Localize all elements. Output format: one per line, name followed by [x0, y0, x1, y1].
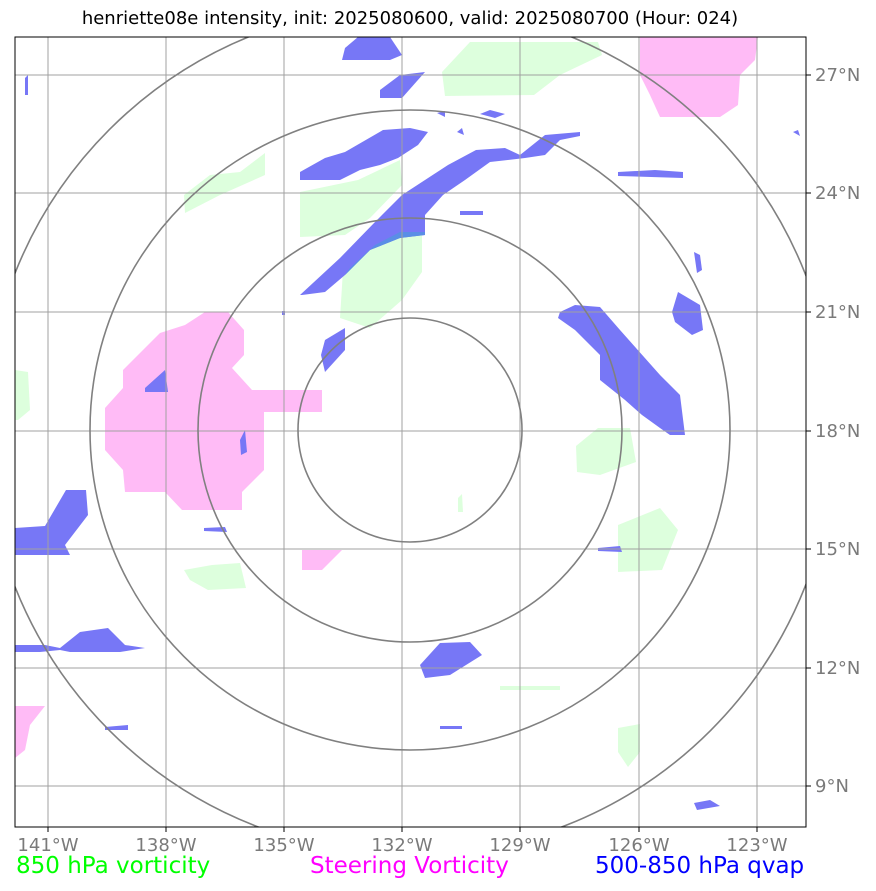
lat-tick-label: 27°N [815, 65, 860, 86]
lon-tick-label: 123°W [726, 835, 787, 856]
lon-tick-label: 132°W [371, 835, 432, 856]
map-plot-area [15, 37, 806, 827]
qvap-patch [672, 292, 703, 335]
qvap-layer [15, 37, 800, 810]
qvap-patch [618, 170, 683, 178]
qvap-patch [558, 305, 685, 435]
qvap-patch [321, 328, 345, 372]
qvap-patch [300, 128, 428, 180]
vort850-patch [458, 494, 463, 512]
graticule [15, 37, 806, 827]
lat-tick-label: 21°N [815, 302, 860, 323]
plot-frame [14, 36, 807, 828]
qvap-vorticity-overlap [345, 232, 425, 275]
qvap-patch [300, 132, 580, 295]
qvap-patch [694, 252, 702, 273]
tick-marks [47, 74, 811, 832]
qvap-patch [440, 726, 462, 729]
steering-patch [640, 37, 758, 117]
steering-vorticity-layer [15, 37, 758, 758]
map-title: henriette08e intensity, init: 2025080600… [81, 8, 739, 29]
qvap-patch [437, 111, 445, 117]
lon-tick-label: 141°W [17, 835, 78, 856]
vort850-patch [184, 563, 246, 590]
lat-tick-label: 15°N [815, 539, 860, 560]
qvap-patch [480, 110, 505, 118]
lon-tick-label: 138°W [135, 835, 196, 856]
lon-tick-label: 129°W [489, 835, 550, 856]
lat-tick-label: 9°N [815, 776, 849, 797]
vort850-patch [184, 153, 265, 213]
vort850-patch [576, 428, 636, 475]
lon-tick-label: 126°W [608, 835, 669, 856]
range-ring [197, 217, 623, 643]
range-ring [89, 109, 731, 751]
legend-qvap: 500-850 hPa qvap [595, 853, 805, 879]
qvap-patch [793, 130, 800, 136]
lat-tick-label: 18°N [815, 421, 860, 442]
range-rings [15, 37, 806, 827]
vort850-patch [500, 686, 560, 690]
vort850-patch [442, 42, 602, 96]
qvap-patch [25, 75, 28, 95]
qvap-patch [342, 37, 402, 60]
qvap-patch [460, 211, 483, 215]
qvap-patch [145, 370, 168, 392]
legend-steering-vorticity: Steering Vorticity [310, 853, 509, 879]
steering-patch [105, 312, 322, 510]
qvap-patch [240, 430, 247, 455]
qvap-patch [15, 490, 88, 555]
qvap-patch [15, 628, 145, 652]
qvap-patch [694, 800, 720, 810]
vort850-patch [618, 508, 678, 572]
lat-tick-label: 24°N [815, 183, 860, 204]
lon-tick-label: 135°W [253, 835, 314, 856]
lat-tick-label: 12°N [815, 658, 860, 679]
vort850-patch [15, 370, 30, 420]
steering-patch [302, 550, 342, 570]
range-ring [297, 317, 523, 543]
qvap-patch [457, 128, 464, 135]
steering-patch [15, 706, 45, 758]
legend-850-vorticity: 850 hPa vorticity [16, 853, 211, 879]
vort850-patch [300, 160, 402, 237]
lat-labels: 27°N 24°N 21°N 18°N 15°N 12°N 9°N [815, 65, 860, 797]
qvap-patch [105, 725, 128, 730]
qvap-patch [420, 642, 482, 678]
vort850-patch [618, 724, 640, 767]
lon-labels: 141°W 138°W 135°W 132°W 129°W 126°W 123°… [17, 835, 787, 856]
